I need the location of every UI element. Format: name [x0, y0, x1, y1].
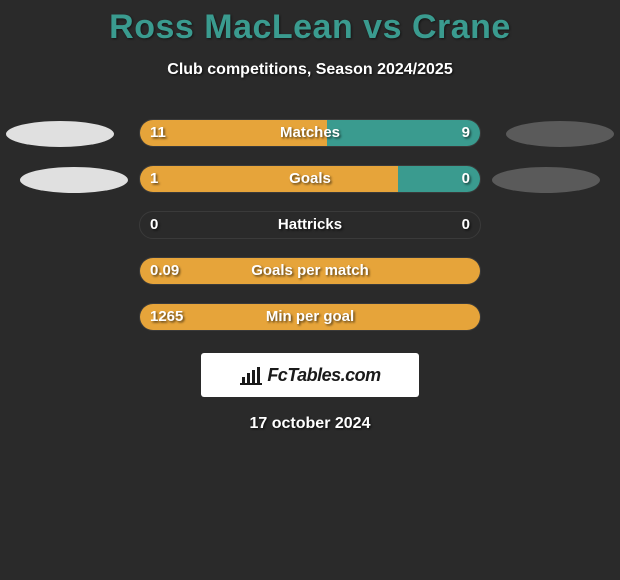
stat-row: Min per goal1265	[0, 303, 620, 331]
stat-label: Goals	[139, 165, 481, 193]
stat-value-left: 0.09	[150, 257, 179, 285]
stat-value-left: 11	[150, 119, 166, 147]
stat-value-right: 9	[462, 119, 470, 147]
stat-value-left: 1265	[150, 303, 183, 331]
logo-text: FcTables.com	[267, 365, 380, 386]
stat-row: Matches11 9	[0, 119, 620, 147]
stat-label: Min per goal	[139, 303, 481, 331]
stat-label: Hattricks	[139, 211, 481, 239]
page-title: Ross MacLean vs Crane	[0, 0, 620, 47]
player-right-ellipse	[506, 121, 614, 147]
player-left-ellipse	[20, 167, 128, 193]
stat-row: Goals1 0	[0, 165, 620, 193]
comparison-chart: Matches119Goals10Hattricks00Goals per ma…	[0, 119, 620, 331]
fctables-logo: FcTables.com	[201, 353, 419, 397]
stat-value-right: 0	[462, 165, 470, 193]
stat-value-right: 0	[462, 211, 470, 239]
stat-label: Goals per match	[139, 257, 481, 285]
player-right-ellipse	[492, 167, 600, 193]
date-label: 17 october 2024	[0, 415, 620, 433]
stat-row: Hattricks0 0	[0, 211, 620, 239]
player-left-ellipse	[6, 121, 114, 147]
stat-label: Matches	[139, 119, 481, 147]
page-subtitle: Club competitions, Season 2024/2025	[0, 61, 620, 79]
stat-row: Goals per match0.09	[0, 257, 620, 285]
chart-icon	[239, 365, 263, 385]
stat-value-left: 1	[150, 165, 158, 193]
stat-value-left: 0	[150, 211, 158, 239]
